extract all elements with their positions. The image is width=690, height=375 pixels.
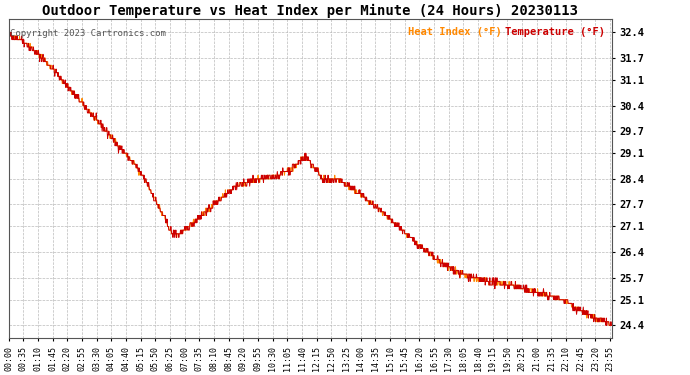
Temperature (°F): [608, 323, 616, 328]
Heat Index (°F): [483, 279, 491, 284]
Temperature (°F): [536, 290, 544, 295]
Text: Copyright 2023 Cartronics.com: Copyright 2023 Cartronics.com: [10, 29, 166, 38]
Temperature (°F): [139, 173, 148, 177]
Heat Index (°F): [206, 206, 215, 210]
Heat Index (°F): [604, 323, 613, 328]
Title: Outdoor Temperature vs Heat Index per Minute (24 Hours) 20230113: Outdoor Temperature vs Heat Index per Mi…: [42, 4, 578, 18]
Temperature (°F): [5, 34, 13, 38]
Heat Index (°F): [5, 34, 13, 38]
Heat Index (°F): [124, 154, 132, 159]
Line: Temperature (°F): Temperature (°F): [9, 32, 612, 326]
Heat Index (°F): [608, 323, 616, 328]
Legend: Heat Index (°F), Temperature (°F): Heat Index (°F), Temperature (°F): [406, 25, 607, 39]
Line: Heat Index (°F): Heat Index (°F): [9, 36, 612, 326]
Temperature (°F): [124, 154, 132, 159]
Temperature (°F): [6, 30, 14, 34]
Temperature (°F): [206, 210, 215, 214]
Temperature (°F): [404, 235, 413, 240]
Temperature (°F): [602, 323, 610, 328]
Heat Index (°F): [139, 173, 147, 177]
Temperature (°F): [483, 279, 491, 284]
Heat Index (°F): [404, 235, 412, 240]
Heat Index (°F): [536, 290, 544, 295]
